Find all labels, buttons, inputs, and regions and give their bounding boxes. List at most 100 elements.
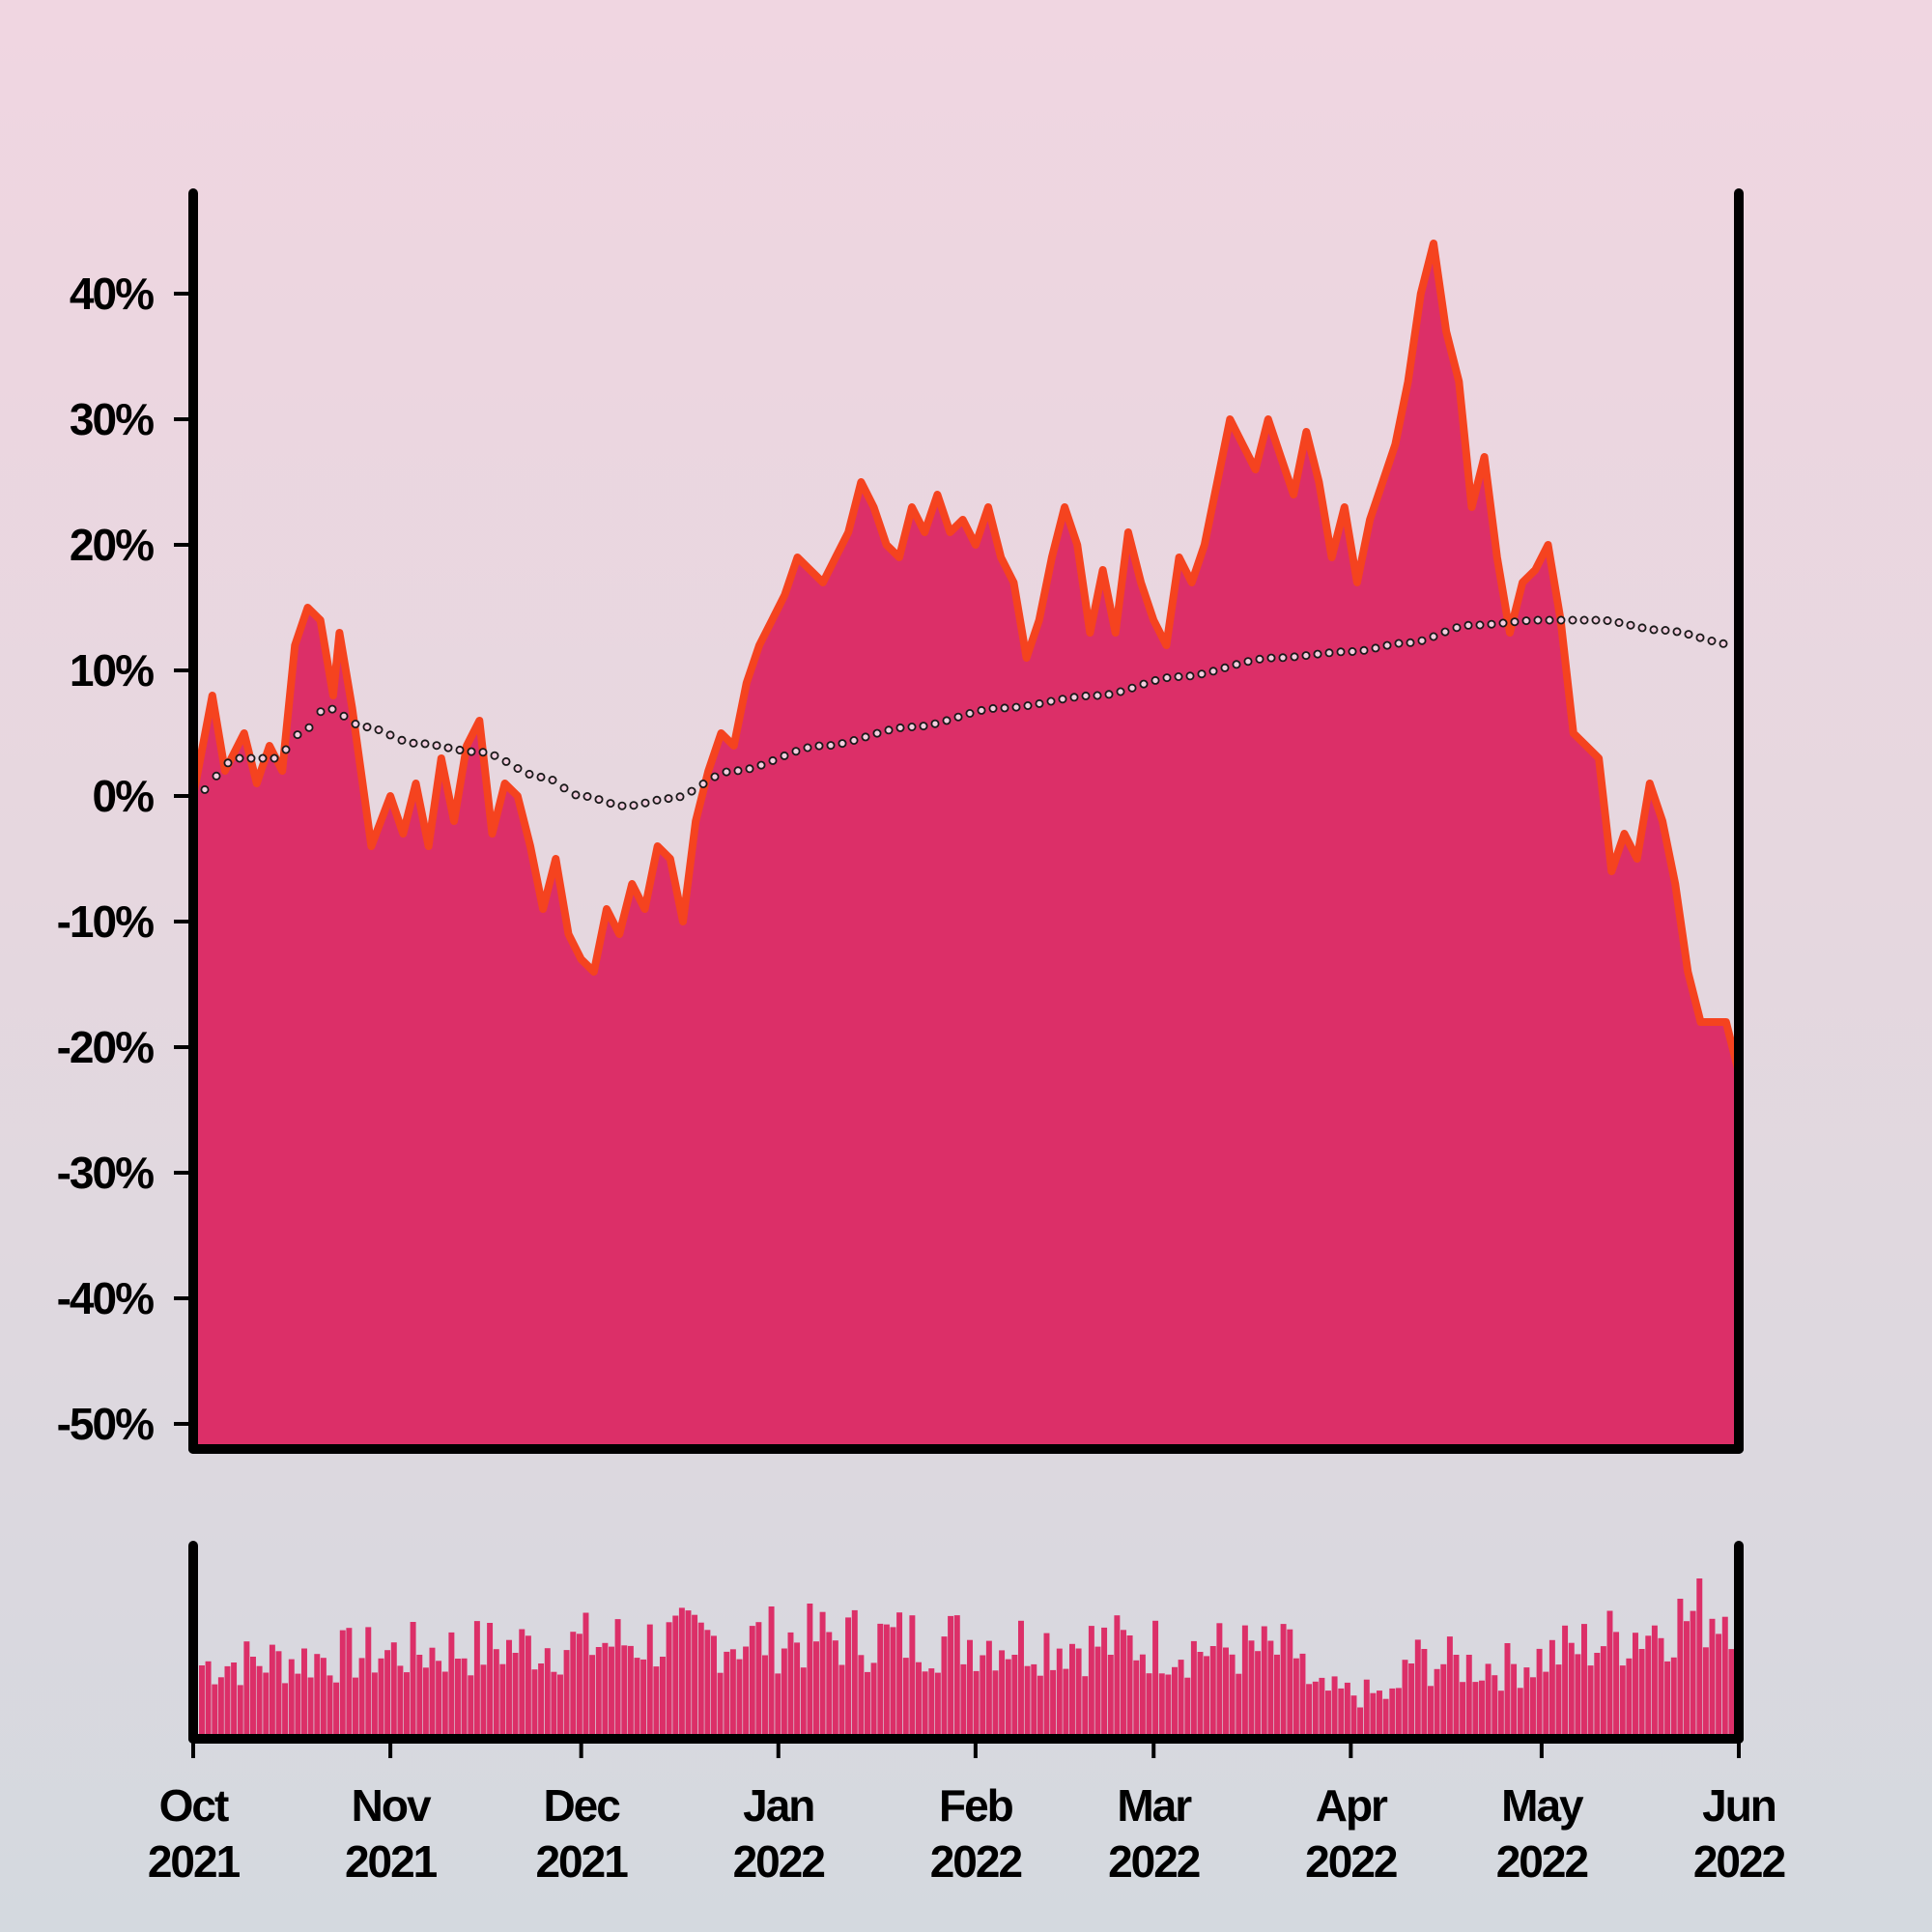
trend-point: [1394, 639, 1404, 648]
trend-point: [1556, 615, 1566, 625]
volume-bar: [1101, 1627, 1108, 1739]
trend-point: [351, 720, 360, 729]
volume-bar: [922, 1671, 928, 1739]
y-tick-label: 0%: [93, 771, 155, 821]
trend-point: [1197, 669, 1207, 679]
trend-point: [1069, 693, 1079, 702]
trend-point: [617, 801, 627, 810]
volume-bar: [288, 1659, 295, 1739]
trend-point: [1684, 630, 1693, 639]
volume-bar: [333, 1682, 340, 1739]
trend-point: [1208, 667, 1218, 676]
volume-bar: [1152, 1620, 1159, 1739]
volume-bar: [1197, 1652, 1204, 1739]
trend-point: [1023, 701, 1033, 711]
volume-bar: [666, 1622, 672, 1739]
trend-point: [930, 719, 940, 728]
volume-bar: [967, 1639, 973, 1739]
trend-point: [768, 755, 778, 765]
volume-bar: [1299, 1653, 1306, 1739]
volume-bar: [1216, 1623, 1223, 1739]
volume-bar: [1031, 1663, 1037, 1739]
volume-bar: [845, 1617, 852, 1739]
volume-bar: [1638, 1649, 1645, 1739]
volume-bar: [358, 1658, 365, 1739]
volume-bar: [985, 1640, 992, 1739]
trend-point: [1707, 637, 1717, 646]
trend-point: [1151, 675, 1160, 685]
volume-bar: [640, 1659, 647, 1739]
y-axis-ticks: 40% 30% 20% 10% 0% -10% -20% -30% -40% -50%: [57, 269, 193, 1449]
volume-bar: [1178, 1660, 1184, 1739]
x-tick-month: Oct: [159, 1780, 229, 1831]
trend-point: [455, 745, 465, 754]
trend-point: [664, 794, 673, 804]
trend-point: [1579, 615, 1589, 625]
trend-point: [246, 753, 256, 763]
volume-bar: [1158, 1673, 1165, 1739]
volume-bar: [1581, 1624, 1587, 1739]
volume-bar: [1446, 1636, 1453, 1739]
volume-bar: [519, 1629, 526, 1739]
volume-bar: [582, 1612, 589, 1739]
volume-bar: [851, 1609, 858, 1739]
volume-bar: [909, 1615, 916, 1739]
trend-point: [1220, 663, 1230, 672]
volume-bar: [627, 1645, 634, 1739]
volume-bar: [614, 1619, 621, 1739]
volume-bar: [1069, 1643, 1075, 1739]
x-tick-month: Mar: [1117, 1780, 1192, 1831]
volume-bar: [1280, 1624, 1287, 1739]
volume-bar: [1133, 1660, 1140, 1739]
volume-bar: [1236, 1673, 1242, 1739]
trend-point: [490, 751, 499, 760]
trend-point: [1081, 691, 1091, 700]
trend-point: [397, 735, 407, 745]
trend-point: [339, 711, 349, 721]
trend-point: [316, 707, 326, 717]
trend-point: [1371, 643, 1380, 653]
volume-bar: [928, 1668, 935, 1739]
trend-point: [1661, 626, 1670, 636]
trend-point: [1614, 618, 1624, 628]
volume-bar: [365, 1627, 372, 1739]
trend-point: [814, 741, 824, 751]
volume-bar: [1395, 1688, 1402, 1739]
volume-bar: [724, 1651, 730, 1739]
price-area-layer: [189, 240, 1743, 1449]
volume-bar: [544, 1648, 551, 1739]
volume-bar: [1492, 1675, 1498, 1739]
trend-point: [1266, 653, 1276, 663]
volume-bar: [263, 1672, 270, 1739]
volume-bar: [378, 1658, 384, 1739]
trend-point: [1011, 702, 1021, 712]
volume-bar: [499, 1663, 506, 1739]
volume-bar: [441, 1671, 448, 1739]
volume-bar: [1223, 1647, 1229, 1739]
volume-bar: [371, 1672, 378, 1739]
volume-bar: [609, 1646, 614, 1739]
volume-bar: [570, 1632, 577, 1739]
trend-point: [1417, 636, 1427, 645]
volume-bar: [1716, 1634, 1722, 1739]
trend-point: [942, 716, 952, 725]
trend-point: [409, 738, 418, 748]
trend-point: [1637, 623, 1647, 633]
trend-point: [223, 758, 233, 768]
volume-bar: [660, 1657, 666, 1739]
volume-bar: [1172, 1666, 1178, 1739]
volume-bar: [941, 1636, 948, 1739]
volume-bar: [711, 1635, 717, 1739]
x-tick-year: 2022: [733, 1836, 825, 1887]
volume-bar: [1344, 1682, 1350, 1739]
trend-point: [1324, 648, 1334, 658]
volume-bar: [870, 1662, 877, 1739]
volume-bar: [1037, 1675, 1043, 1739]
x-tick-year: 2022: [1496, 1836, 1588, 1887]
volume-bar: [980, 1655, 986, 1739]
volume-bar: [1709, 1618, 1716, 1739]
volume-bar: [768, 1606, 775, 1739]
volume-bar: [653, 1666, 660, 1739]
price-area: [193, 243, 1739, 1449]
volume-bar: [339, 1630, 346, 1739]
